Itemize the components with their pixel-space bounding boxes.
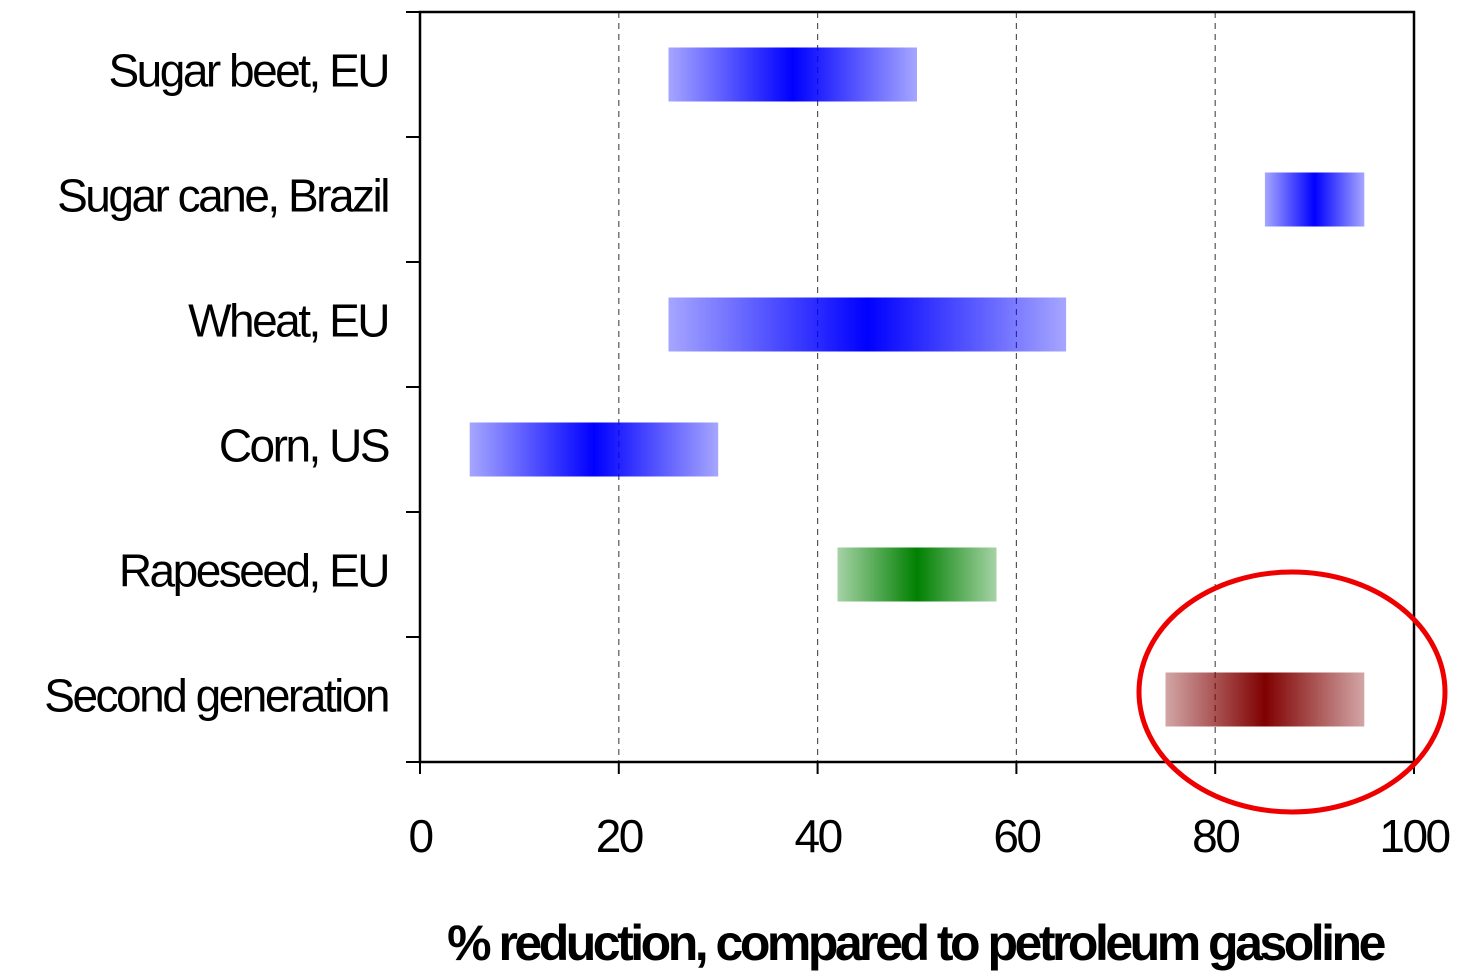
range-bar [469,422,719,477]
y-tick-label: Second generation [44,670,388,722]
x-tick-label: 40 [795,810,842,862]
x-tick-label: 0 [408,810,432,862]
x-tick-label: 20 [596,810,643,862]
x-axis-title: % reduction, compared to petroleum gasol… [447,915,1385,971]
x-tick-label: 80 [1192,810,1239,862]
range-bar [668,47,917,102]
y-tick-label: Corn, US [219,420,389,472]
highlight-ellipse [1136,569,1448,815]
x-tick-label: 60 [993,810,1040,862]
range-bar [1264,172,1365,227]
range-bar [668,297,1067,352]
range-bar [1165,672,1365,727]
plot-frame [418,10,1416,764]
x-tick-label: 100 [1379,810,1449,862]
y-tick-label: Rapeseed, EU [119,545,388,597]
y-tick-label: Sugar cane, Brazil [57,170,388,222]
y-tick-label: Wheat, EU [188,295,388,347]
range-bar [837,547,997,602]
y-tick-label: Sugar beet, EU [108,45,388,97]
